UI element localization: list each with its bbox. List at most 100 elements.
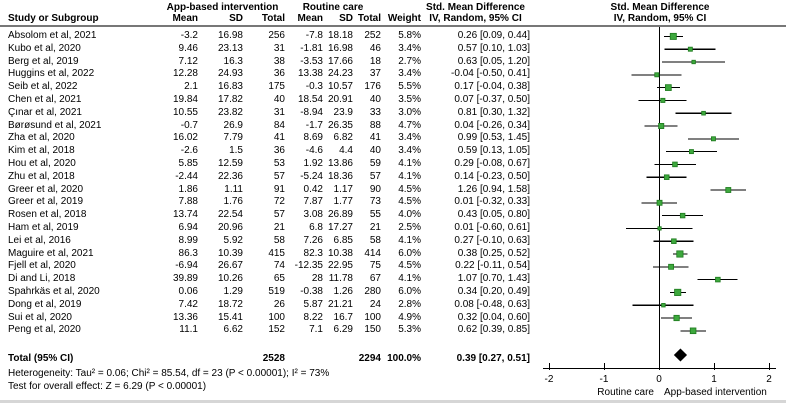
smd-ci-text: 0.08 [-0.48, 0.63]	[454, 298, 530, 310]
sd-app: 24.93	[217, 68, 243, 80]
total-app: 26	[273, 298, 285, 310]
bottom-edge	[0, 400, 786, 403]
mean-routine: -12.35	[294, 260, 323, 272]
mean-app: 13.74	[172, 209, 198, 221]
sd-routine: 26.35	[327, 119, 353, 131]
smd-ci-text: 0.27 [-0.10, 0.63]	[454, 234, 530, 246]
mean-app: 12.28	[172, 68, 198, 80]
sd-routine: 17.66	[327, 55, 353, 67]
total-row: Total (95% CI) 2528 2294 100.0% 0.39 [0.…	[8, 352, 530, 365]
study-row: Greer et al, 2019 7.88 1.76 72 7.87 1.77 73 4.5…	[8, 196, 530, 209]
study-name: Çınar et al, 2021	[8, 106, 82, 118]
effect-marker	[689, 149, 694, 155]
sd-routine: 16.7	[333, 311, 353, 323]
mean-routine: 7.26	[303, 234, 323, 246]
mean-app: 5.85	[178, 157, 198, 169]
weight: 3.4%	[398, 42, 421, 54]
total-n-routine: 2294	[358, 353, 381, 364]
total-app: 31	[273, 106, 285, 118]
mean-app: 6.94	[178, 221, 198, 233]
study-row: Spahrkäs et al, 2020 0.06 1.29 519 -0.38 1.26…	[8, 286, 530, 299]
study-row: Fjell et al, 2020 -6.94 26.67 74 -12.35 22.95…	[8, 260, 530, 273]
total-routine: 37	[369, 68, 381, 80]
total-app: 31	[273, 42, 285, 54]
mean-app: 11.1	[179, 324, 198, 336]
total-app: 100	[268, 311, 285, 323]
study-row: Rosen et al, 2018 13.74 22.54 57 3.08 26.89 55…	[8, 209, 530, 222]
header-rule	[0, 25, 786, 27]
effect-marker	[661, 303, 666, 308]
smd-ci-text: 0.22 [-0.11, 0.54]	[455, 260, 530, 272]
mean-routine: 6.8	[309, 221, 323, 233]
group-header-app: App-based intervention	[166, 2, 279, 13]
sd-app: 1.29	[223, 285, 243, 297]
total-routine: 57	[369, 170, 381, 182]
weight: 5.8%	[398, 30, 421, 41]
effect-marker	[656, 199, 663, 206]
total-app: 91	[273, 183, 285, 195]
sd-app: 1.5	[229, 145, 243, 157]
study-row: Børøsund et al, 2021 -0.7 26.9 84 -1.7 26.35 8…	[8, 120, 530, 133]
study-name: Kim et al, 2018	[8, 145, 75, 157]
study-name: Rosen et al, 2018	[8, 209, 87, 221]
smd-ci-text: 0.34 [0.20, 0.49]	[457, 285, 530, 297]
total-routine: 59	[369, 157, 381, 169]
effect-marker	[668, 263, 675, 270]
study-row: Lei et al, 2016 8.99 5.92 58 7.26 6.85 58 4.1% 0…	[8, 235, 530, 248]
effect-marker	[672, 161, 678, 168]
total-label: Total (95% CI)	[8, 353, 74, 364]
total-n-app: 2528	[262, 353, 285, 364]
x-tick-label: 0	[656, 374, 662, 385]
mean-routine: 8.69	[303, 132, 323, 144]
study-name: Maguire et al, 2021	[8, 247, 94, 259]
total-app: 72	[273, 196, 285, 208]
study-row: Çınar et al, 2021 10.55 23.82 31 -8.94 23.9 33…	[8, 107, 530, 120]
study-name: Lei et al, 2016	[8, 234, 71, 246]
sd-routine: 1.26	[333, 285, 353, 297]
total-routine: 176	[364, 81, 381, 93]
study-row: Seib et al, 2022 2.1 16.83 175 -0.3 10.57 176 5…	[8, 81, 530, 94]
sd-routine: 21.21	[327, 298, 353, 310]
effect-marker	[657, 226, 662, 231]
x-tick-label: -1	[600, 374, 609, 385]
smd-ci-text: 0.07 [-0.37, 0.50]	[454, 93, 530, 105]
study-name: Sui et al, 2020	[8, 311, 72, 323]
weight: 4.5%	[398, 183, 421, 195]
weight: 2.5%	[398, 221, 421, 233]
weight: 2.7%	[398, 55, 421, 67]
study-name: Spahrkäs et al, 2020	[8, 285, 100, 297]
weight: 4.5%	[398, 196, 421, 208]
mean-app: 9.46	[178, 42, 198, 54]
total-routine: 252	[364, 30, 381, 41]
sd-app: 16.83	[217, 81, 243, 93]
column-header-sd-routine: SD	[339, 13, 353, 24]
weight: 3.4%	[398, 145, 421, 157]
weight: 3.5%	[398, 93, 421, 105]
effect-marker	[701, 110, 706, 116]
mean-app: 86.3	[178, 247, 198, 259]
mean-routine: -5.24	[300, 170, 323, 182]
study-name: Ham et al, 2019	[8, 221, 79, 233]
sd-app: 23.82	[217, 106, 243, 118]
weight: 2.8%	[398, 298, 421, 310]
column-header-mean-routine: Mean	[297, 13, 323, 24]
mean-routine: 1.92	[303, 157, 323, 169]
mean-routine: -8.94	[300, 106, 323, 118]
mean-routine: 18.54	[297, 93, 323, 105]
total-routine: 41	[369, 132, 381, 144]
smd-ci-text: 0.99 [0.53, 1.45]	[457, 132, 530, 144]
sd-app: 10.26	[217, 273, 243, 285]
sd-routine: 11.78	[328, 273, 353, 285]
study-row: Kubo et al, 2020 9.46 23.13 31 -1.81 16.98 46 3…	[8, 43, 530, 56]
total-weight: 100.0%	[387, 353, 421, 364]
mean-routine: -3.53	[300, 55, 323, 67]
axis-label-left: Routine care	[597, 387, 654, 398]
total-app: 57	[273, 209, 285, 221]
study-name: Zha et al, 2020	[8, 132, 75, 144]
heterogeneity-note: Heterogeneity: Tau² = 0.06; Chi² = 85.54…	[8, 368, 330, 379]
study-row: Zhu et al, 2018 -2.44 22.36 57 -5.24 18.36 57 4…	[8, 171, 530, 184]
sd-app: 1.76	[223, 196, 243, 208]
smd-column-title: Std. Mean Difference	[426, 2, 525, 13]
total-app: 41	[273, 132, 285, 144]
study-row: Absolom et al, 2021 -3.2 16.98 256 -7.8 18.18…	[8, 30, 530, 43]
